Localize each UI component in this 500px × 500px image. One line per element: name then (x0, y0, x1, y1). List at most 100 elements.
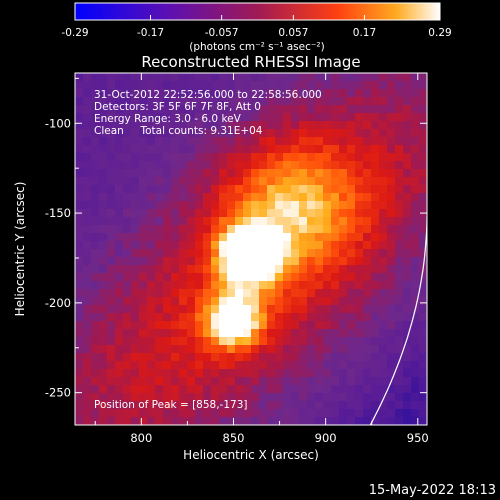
heatmap-pixel (243, 81, 252, 90)
heatmap-pixel (347, 329, 356, 338)
heatmap-pixel (387, 321, 396, 330)
heatmap-pixel (227, 409, 236, 418)
heatmap-pixel (347, 361, 356, 370)
heatmap-pixel (387, 89, 396, 98)
heatmap-pixel (235, 161, 244, 170)
heatmap-pixel (403, 73, 412, 82)
axis-ticks: 800 850 900 950-100-150-200-250 (45, 73, 429, 445)
heatmap-pixel (107, 257, 116, 266)
heatmap-pixel (291, 161, 300, 170)
heatmap-pixel (339, 281, 348, 290)
heatmap-pixel (411, 385, 420, 394)
heatmap-pixel (211, 177, 220, 186)
heatmap-pixel (363, 241, 372, 250)
colorbar-tick-label: 0.17 (353, 27, 376, 39)
heatmap-pixel (275, 249, 284, 258)
heatmap-pixel (155, 385, 164, 394)
heatmap-pixel (267, 145, 276, 154)
heatmap-pixel (395, 281, 404, 290)
heatmap-pixel (387, 313, 396, 322)
heatmap-pixel (179, 329, 188, 338)
heatmap-pixel (75, 393, 84, 402)
heatmap-pixel (267, 201, 276, 210)
heatmap-pixel (315, 265, 324, 274)
heatmap-pixel (291, 137, 300, 146)
heatmap-pixel (235, 305, 244, 314)
heatmap-pixel (155, 361, 164, 370)
heatmap-pixel (371, 417, 380, 425)
heatmap-pixel (307, 89, 316, 98)
heatmap-pixel (267, 81, 276, 90)
heatmap-pixel (251, 137, 260, 146)
heatmap-pixel (347, 305, 356, 314)
heatmap-pixel (123, 121, 132, 130)
heatmap-pixel (179, 337, 188, 346)
heatmap-pixel (123, 177, 132, 186)
heatmap-pixel (243, 97, 252, 106)
heatmap-pixel (355, 417, 364, 425)
heatmap-pixel (395, 265, 404, 274)
heatmap-pixel (91, 265, 100, 274)
heatmap-pixel (171, 129, 180, 138)
heatmap-pixel (355, 265, 364, 274)
heatmap-pixel (395, 161, 404, 170)
heatmap-pixel (315, 321, 324, 330)
heatmap-pixel (219, 257, 228, 266)
heatmap-pixel (419, 81, 427, 90)
heatmap-pixel (339, 313, 348, 322)
heatmap-pixel (323, 169, 332, 178)
heatmap-pixel (107, 105, 116, 114)
heatmap-pixel (219, 169, 228, 178)
heatmap-pixel (219, 233, 228, 242)
heatmap-pixel (307, 233, 316, 242)
heatmap-pixel (355, 369, 364, 378)
heatmap-pixel (147, 185, 156, 194)
heatmap-pixel (371, 209, 380, 218)
heatmap-pixel (131, 353, 140, 362)
heatmap-pixel (179, 257, 188, 266)
heatmap-pixel (171, 233, 180, 242)
heatmap-pixel (371, 313, 380, 322)
heatmap-pixel (115, 121, 124, 130)
heatmap-pixel (83, 217, 92, 226)
heatmap-pixel (83, 265, 92, 274)
heatmap-pixel (147, 105, 156, 114)
heatmap-pixel (147, 337, 156, 346)
heatmap-pixel (315, 185, 324, 194)
heatmap-pixel (283, 313, 292, 322)
heatmap-pixel (411, 289, 420, 298)
info-line-detectors: Detectors: 3F 5F 6F 7F 8F, Att 0 (94, 101, 261, 113)
heatmap-pixel (107, 225, 116, 234)
heatmap-pixel (179, 281, 188, 290)
heatmap-pixel (379, 401, 388, 410)
heatmap-pixel (363, 353, 372, 362)
heatmap-pixel (171, 393, 180, 402)
heatmap-pixel (155, 337, 164, 346)
heatmap-pixel (171, 241, 180, 250)
heatmap-pixel (83, 329, 92, 338)
heatmap-pixel (331, 297, 340, 306)
heatmap-pixel (219, 273, 228, 282)
heatmap-pixel (379, 137, 388, 146)
heatmap-pixel (163, 289, 172, 298)
heatmap-pixel (291, 385, 300, 394)
heatmap-pixel (395, 185, 404, 194)
heatmap-pixel (115, 241, 124, 250)
heatmap-pixel (267, 345, 276, 354)
heatmap-pixel (259, 313, 268, 322)
heatmap-pixel (275, 137, 284, 146)
heatmap-pixel (243, 313, 252, 322)
heatmap-pixel (395, 289, 404, 298)
heatmap-pixel (147, 417, 156, 425)
heatmap-pixel (331, 281, 340, 290)
heatmap-pixel (147, 289, 156, 298)
heatmap-pixel (107, 177, 116, 186)
heatmap-pixel (371, 337, 380, 346)
heatmap-pixel (395, 377, 404, 386)
heatmap-pixel (203, 377, 212, 386)
heatmap-pixel (403, 369, 412, 378)
heatmap-pixel (371, 105, 380, 114)
heatmap-pixel (235, 217, 244, 226)
heatmap-pixel (147, 369, 156, 378)
heatmap-pixel (331, 129, 340, 138)
